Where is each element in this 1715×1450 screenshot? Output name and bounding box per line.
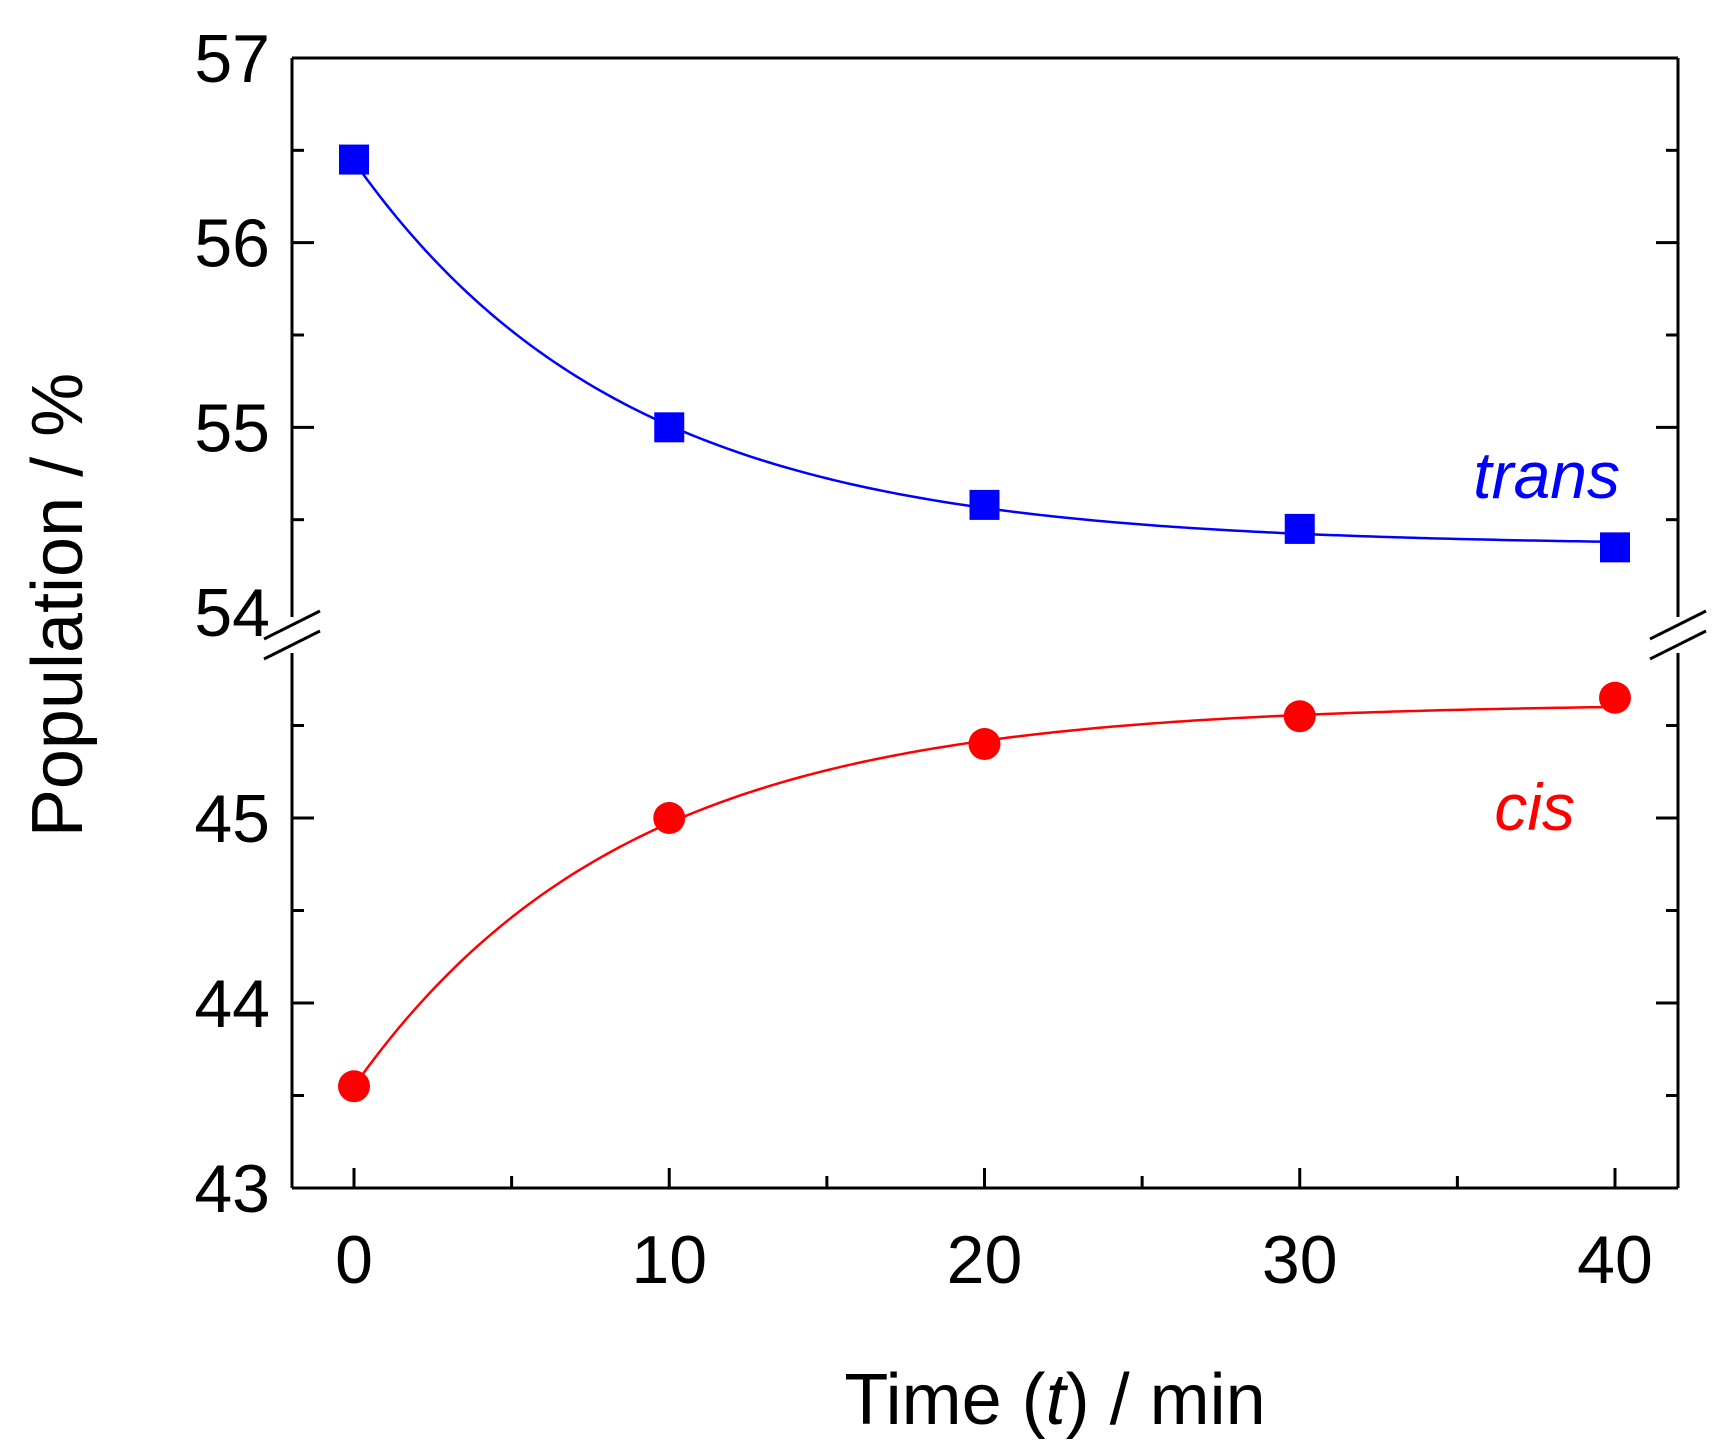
data-point-cis (338, 1070, 370, 1103)
x-tick-label: 40 (1577, 1222, 1653, 1298)
y-tick-label: 45 (194, 781, 270, 857)
data-point-trans (654, 412, 685, 443)
x-tick-label: 10 (631, 1222, 707, 1298)
y-tick-label: 44 (194, 966, 270, 1042)
series-label-cis: cis (1494, 770, 1575, 844)
data-point-trans (969, 489, 1000, 520)
series-label-trans: trans (1473, 438, 1620, 512)
y-tick-label: 55 (194, 390, 270, 466)
plot-frame (263, 56, 1707, 1190)
axis-break-mark-left-1 (263, 609, 321, 641)
x-axis-title-variable: t (1046, 1360, 1069, 1440)
y-tick-label: 56 (194, 206, 270, 282)
y-tick-label: 43 (194, 1151, 270, 1227)
y-tick-label: 57 (194, 21, 270, 97)
x-axis-title-suffix: ) / min (1066, 1360, 1266, 1440)
data-point-trans (339, 144, 369, 175)
x-tick-label: 20 (947, 1222, 1023, 1298)
label-layer: Population / % Time (t) / min 0 10 20 30 40 5… (18, 21, 1653, 1440)
axis-break-mark-right-1 (1649, 609, 1707, 641)
x-tick-label: 0 (335, 1222, 373, 1298)
y-tick-label: 54 (194, 575, 270, 651)
axis-break-mark-left-2 (263, 629, 321, 661)
x-axis-title: Time (t) / min (844, 1360, 1265, 1440)
data-point-cis (1283, 700, 1316, 733)
series-layer: trans cis (338, 144, 1631, 1103)
y-axis-title: Population / % (18, 373, 98, 837)
axis-break-mark-right-2 (1649, 629, 1707, 661)
x-tick-label: 30 (1262, 1222, 1338, 1298)
x-axis-title-prefix: Time ( (844, 1360, 1045, 1440)
data-point-cis (1599, 681, 1631, 714)
data-point-cis (653, 802, 686, 834)
data-point-trans (1284, 513, 1315, 544)
series-trans: trans (339, 144, 1630, 563)
data-point-cis (968, 728, 1001, 760)
series-cis: cis (338, 681, 1631, 1103)
data-point-trans (1600, 532, 1630, 563)
